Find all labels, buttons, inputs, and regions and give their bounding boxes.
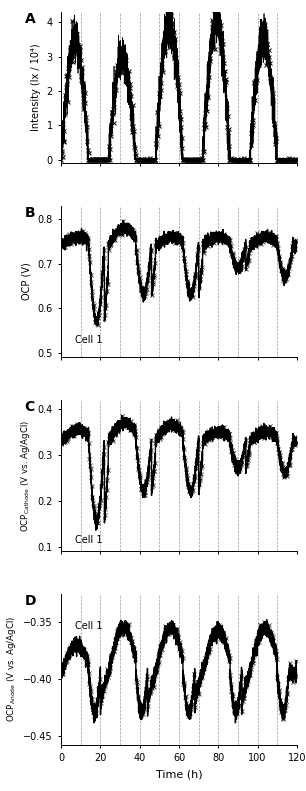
Text: Cell 1: Cell 1 (75, 536, 103, 545)
Text: D: D (25, 593, 36, 607)
Text: C: C (25, 399, 35, 414)
X-axis label: Time (h): Time (h) (156, 769, 202, 779)
Text: A: A (25, 12, 35, 26)
Text: Cell 1: Cell 1 (75, 335, 103, 345)
Y-axis label: Intensity (lx / 10⁴): Intensity (lx / 10⁴) (31, 44, 41, 131)
Y-axis label: OCP$_{\mathrm{Cathode}}$ (V vs. Ag/AgCl): OCP$_{\mathrm{Cathode}}$ (V vs. Ag/AgCl) (19, 419, 32, 532)
Text: B: B (25, 206, 35, 220)
Y-axis label: OCP (V): OCP (V) (22, 263, 32, 301)
Text: Cell 1: Cell 1 (75, 622, 103, 631)
Y-axis label: OCP$_{\mathrm{Anode}}$ (V vs. Ag/AgCl): OCP$_{\mathrm{Anode}}$ (V vs. Ag/AgCl) (5, 616, 18, 722)
